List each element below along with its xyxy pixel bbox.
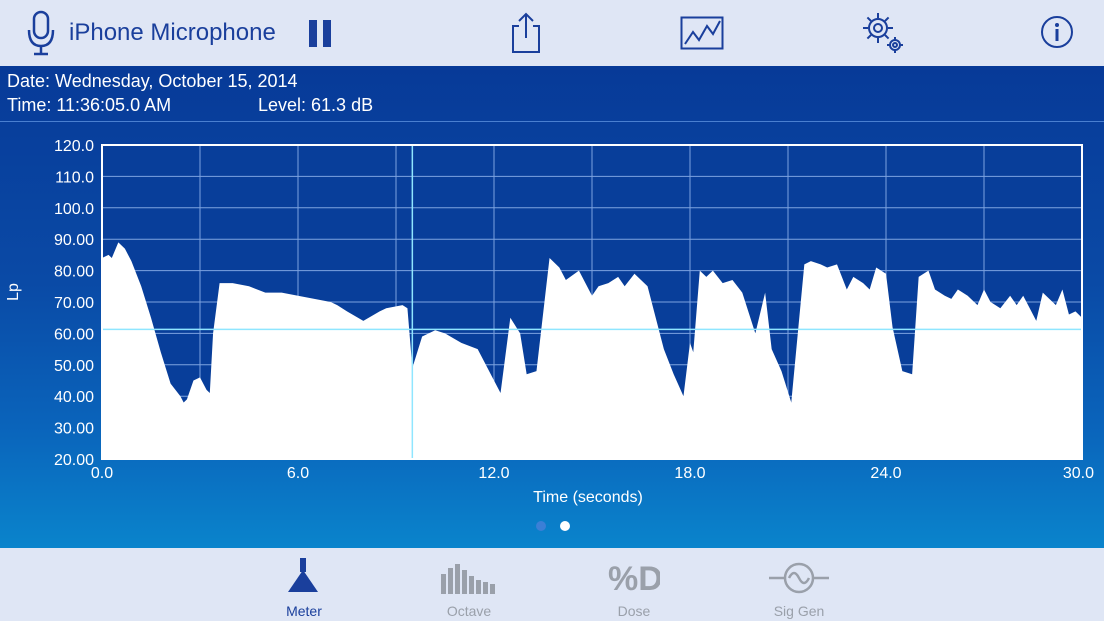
pause-icon[interactable] — [309, 20, 333, 53]
date-readout: Date: Wednesday, October 15, 2014 — [7, 71, 298, 91]
y-tick-label: 70.00 — [54, 295, 94, 312]
plot-frame — [101, 144, 1083, 460]
share-icon[interactable] — [510, 12, 542, 59]
tab-label: Dose — [617, 603, 651, 619]
x-axis-label: Time (seconds) — [533, 489, 643, 506]
level-readout: Level: 61.3 dB — [258, 95, 374, 115]
bottom-tab-bar: Meter Octave %D Dose Sig Gen — [0, 548, 1104, 621]
tab-dose[interactable]: %D Dose — [584, 548, 684, 621]
svg-text:%D: %D — [608, 560, 660, 598]
page-dot-current[interactable] — [560, 521, 570, 531]
x-tick-label: 6.0 — [287, 465, 309, 482]
divider — [0, 121, 1104, 122]
y-tick-label: 40.00 — [54, 389, 94, 406]
tab-label: Meter — [286, 603, 322, 619]
x-tick-label: 12.0 — [478, 465, 509, 482]
y-tick-label: 100.0 — [54, 201, 94, 218]
dose-icon: %D — [608, 560, 660, 598]
tab-label: Sig Gen — [773, 603, 825, 619]
time-readout: Time: 11:36:05.0 AM — [7, 95, 172, 115]
y-tick-label: 120.0 — [54, 138, 94, 155]
tab-label: Octave — [446, 603, 492, 619]
settings-icon[interactable] — [860, 10, 906, 61]
tab-meter[interactable]: Meter — [254, 548, 354, 621]
y-axis-label: Lp — [5, 283, 22, 301]
x-tick-label: 30.0 — [1063, 465, 1094, 482]
microphone-icon[interactable] — [26, 10, 56, 61]
y-tick-label: 60.00 — [54, 326, 94, 343]
y-axis-ticks: 120.0 110.0 100.0 90.00 80.00 70.00 60.00 50.00… — [54, 138, 94, 469]
x-tick-label: 0.0 — [91, 465, 113, 482]
page-dot[interactable] — [536, 521, 546, 531]
tab-octave[interactable]: Octave — [419, 548, 519, 621]
y-tick-label: 110.0 — [55, 169, 94, 186]
tab-sig-gen[interactable]: Sig Gen — [749, 548, 849, 621]
level-history-chart[interactable]: 120.0 110.0 100.0 90.00 80.00 70.00 60.00 50.00… — [0, 132, 1104, 514]
octave-icon — [441, 564, 495, 594]
y-tick-label: 30.00 — [54, 421, 94, 438]
x-tick-label: 18.0 — [674, 465, 705, 482]
top-nav-bar: iPhone Microphone — [0, 0, 1104, 66]
y-tick-label: 90.00 — [54, 232, 94, 249]
x-tick-label: 24.0 — [870, 465, 901, 482]
info-icon[interactable] — [1040, 15, 1074, 54]
y-tick-label: 80.00 — [54, 264, 94, 281]
y-tick-label: 20.00 — [54, 452, 94, 469]
signal-generator-icon — [769, 562, 829, 594]
x-axis-ticks: 0.0 6.0 12.0 18.0 24.0 30.0 — [91, 465, 1094, 482]
input-source-title: iPhone Microphone — [69, 19, 276, 46]
y-tick-label: 50.00 — [54, 358, 94, 375]
meter-icon — [288, 558, 318, 592]
meter-panel: Date: Wednesday, October 15, 2014 Time: … — [0, 66, 1104, 548]
graph-icon[interactable] — [680, 16, 724, 55]
level-area-series — [102, 242, 1082, 459]
